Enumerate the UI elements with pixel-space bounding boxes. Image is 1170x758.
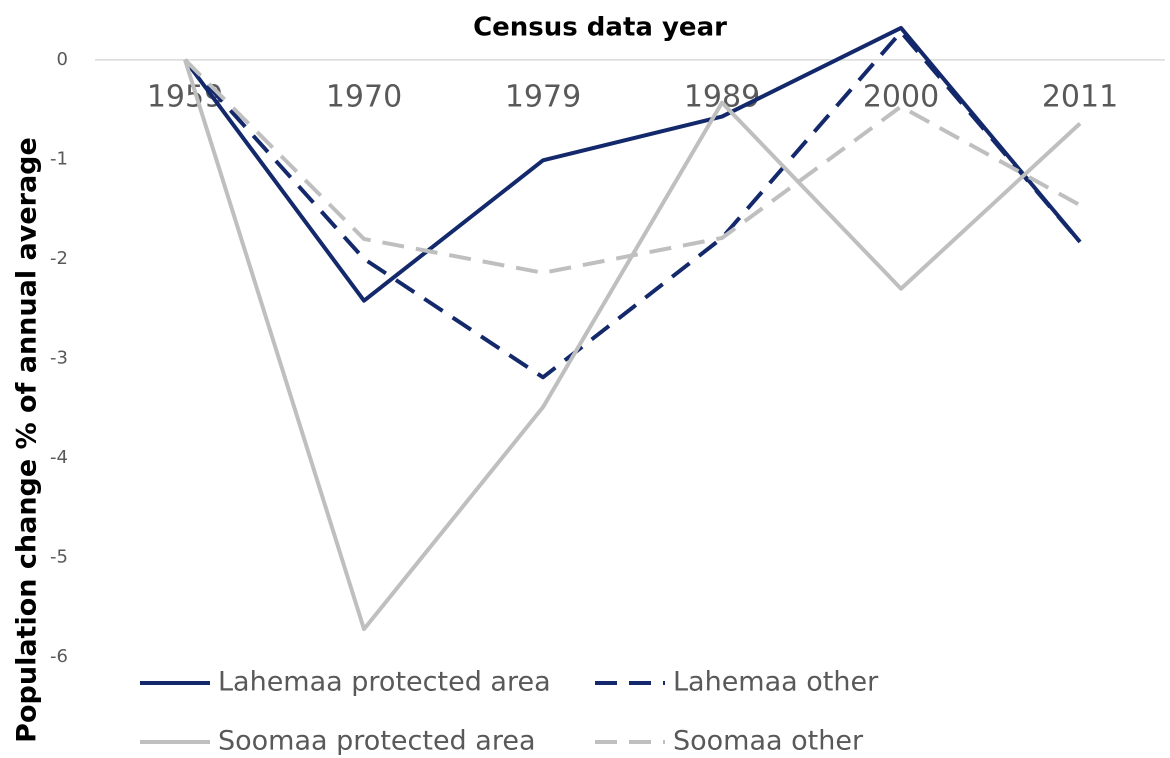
legend-label: Soomaa protected area	[218, 726, 536, 757]
series-line	[183, 29, 1082, 380]
x-tick-label: 1970	[326, 80, 402, 115]
y-tick-label: -2	[50, 248, 68, 269]
y-axis-label: Population change % of annual average	[12, 137, 43, 743]
series-line	[183, 25, 1082, 303]
legend-label: Soomaa other	[673, 726, 864, 757]
x-tick-label: 2000	[863, 80, 939, 115]
x-tick-label: 2011	[1042, 80, 1118, 115]
x-tick-label: 1979	[505, 80, 581, 115]
y-tick-label: 0	[57, 49, 68, 70]
y-tick-label: -5	[50, 546, 68, 567]
series-line	[183, 59, 1082, 632]
legend-label: Lahemaa other	[673, 667, 879, 698]
chart-title: Census data year	[473, 13, 727, 43]
y-tick-label: -4	[50, 447, 68, 468]
legend-label: Lahemaa protected area	[218, 667, 551, 698]
series-line	[183, 58, 1081, 275]
y-tick-label: -1	[50, 148, 68, 169]
y-tick-label: -3	[50, 347, 68, 368]
y-tick-label: -6	[50, 646, 68, 667]
x-tick-label: 1989	[684, 80, 760, 115]
